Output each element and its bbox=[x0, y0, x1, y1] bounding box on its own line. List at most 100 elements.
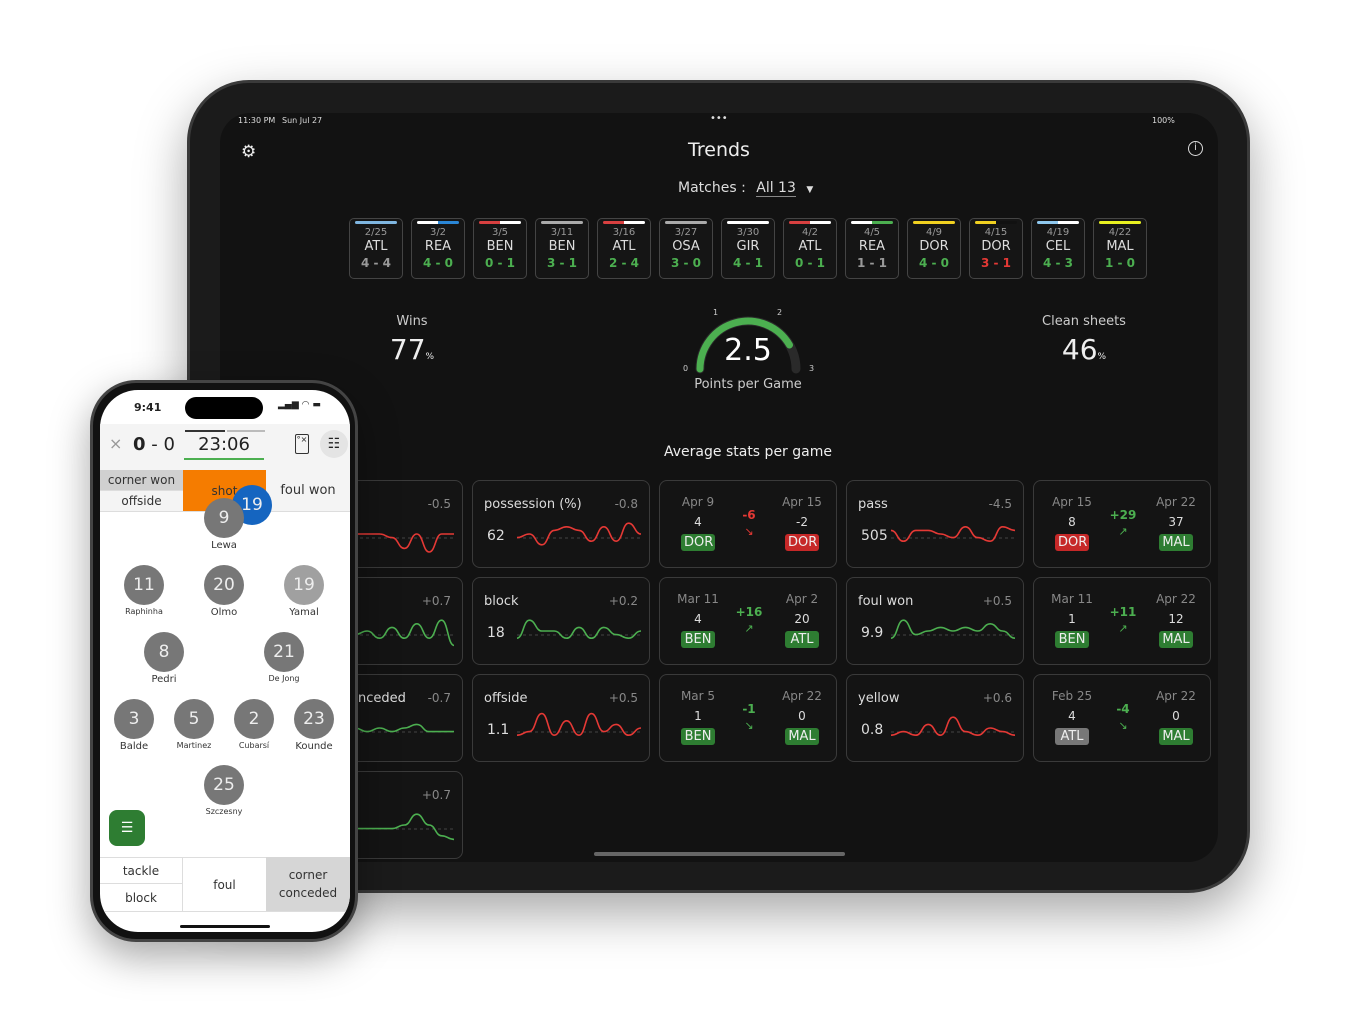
delta-value: +11 bbox=[1109, 605, 1137, 619]
comparison-card[interactable]: Apr 9 4 DOR -6 ↘ Apr 15 -2 DOR bbox=[659, 480, 837, 568]
stat-value: 505 bbox=[861, 528, 888, 544]
substitutions-button[interactable]: ☰ bbox=[109, 810, 145, 846]
match-card[interactable]: 3/16 ATL 2 - 4 bbox=[597, 218, 651, 279]
sparkline bbox=[517, 712, 641, 737]
match-card[interactable]: 3/11 BEN 3 - 1 bbox=[535, 218, 589, 279]
team-color-bar bbox=[417, 221, 459, 224]
score-home: 0 bbox=[133, 434, 146, 455]
match-score: 0 - 1 bbox=[484, 256, 516, 270]
sparkline-path bbox=[891, 619, 1015, 639]
stat-diff: +0.7 bbox=[421, 594, 451, 608]
match-card[interactable]: 2/25 ATL 4 - 4 bbox=[349, 218, 403, 279]
player-name: Pedri bbox=[151, 674, 177, 685]
match-opponent: OSA bbox=[672, 239, 700, 254]
team-color-bar bbox=[851, 221, 893, 224]
player-raphinha[interactable]: 11 bbox=[124, 565, 164, 605]
matches-value[interactable]: All 13 bbox=[756, 180, 796, 197]
team-color-bar bbox=[975, 221, 1017, 224]
comparison-card[interactable]: Mar 11 1 BEN +11 ↗ Apr 22 12 MAL bbox=[1033, 577, 1211, 665]
action-block[interactable]: block bbox=[100, 884, 183, 912]
tactics-board-icon[interactable]: °× bbox=[295, 434, 309, 454]
player-kounde[interactable]: 23 bbox=[294, 699, 334, 739]
match-opponent: DOR bbox=[981, 239, 1011, 254]
action-corner-conceded[interactable]: corner conceded bbox=[266, 857, 350, 912]
match-card[interactable]: 3/5 BEN 0 - 1 bbox=[473, 218, 527, 279]
from-team-tag: BEN bbox=[681, 728, 715, 745]
settings-gear-icon[interactable]: ⚙ bbox=[241, 142, 257, 162]
ppg-label: Points per Game bbox=[694, 377, 802, 392]
stat-card[interactable]: pass -4.5 505 bbox=[846, 480, 1024, 568]
player-martinez[interactable]: 5 bbox=[174, 699, 214, 739]
match-date: 3/5 bbox=[491, 227, 509, 238]
from-date: Feb 25 bbox=[1051, 689, 1093, 703]
list-icon[interactable]: ☷ bbox=[320, 430, 348, 458]
match-score: 4 - 3 bbox=[1042, 256, 1074, 270]
wins-unit: % bbox=[425, 352, 435, 362]
match-opponent: REA bbox=[858, 239, 886, 254]
player-cubars[interactable]: 2 bbox=[234, 699, 274, 739]
action-foul-won[interactable]: foul won bbox=[266, 470, 350, 512]
stat-card[interactable]: offside +0.5 1.1 bbox=[472, 674, 650, 762]
match-card[interactable]: 4/2 ATL 0 - 1 bbox=[783, 218, 837, 279]
player-lewa[interactable]: 9 bbox=[204, 498, 244, 538]
player-olmo[interactable]: 20 bbox=[204, 565, 244, 605]
match-date: 4/5 bbox=[863, 227, 881, 238]
stat-card[interactable]: foul won +0.5 9.9 bbox=[846, 577, 1024, 665]
player-yamal[interactable]: 19 bbox=[284, 565, 324, 605]
stat-card[interactable]: block +0.2 18 bbox=[472, 577, 650, 665]
player-balde[interactable]: 3 bbox=[114, 699, 154, 739]
to-value: -2 bbox=[796, 515, 808, 529]
action-foul[interactable]: foul bbox=[183, 857, 266, 912]
comparison-card[interactable]: Mar 11 4 BEN +16 ↗ Apr 2 20 ATL bbox=[659, 577, 837, 665]
player-pedri[interactable]: 8 bbox=[144, 632, 184, 672]
from-value: 4 bbox=[694, 612, 702, 626]
from-date: Mar 11 bbox=[677, 592, 719, 606]
stat-diff: -0.8 bbox=[614, 497, 638, 511]
sparkline-path bbox=[517, 619, 641, 640]
stat-card[interactable]: yellow +0.6 0.8 bbox=[846, 674, 1024, 762]
phone-status-time: 9:41 bbox=[134, 401, 162, 414]
wins-stat: Wins 77% bbox=[362, 314, 462, 366]
status-time: 11:30 PM bbox=[238, 116, 276, 125]
match-date: 2/25 bbox=[364, 227, 388, 238]
match-card[interactable]: 3/30 GIR 4 - 1 bbox=[721, 218, 775, 279]
match-card[interactable]: 4/15 DOR 3 - 1 bbox=[969, 218, 1023, 279]
comparison-card[interactable]: Feb 25 4 ATL -4 ↘ Apr 22 0 MAL bbox=[1033, 674, 1211, 762]
matches-filter[interactable]: Matches : All 13 ▼ bbox=[678, 180, 813, 197]
match-card[interactable]: 3/2 REA 4 - 0 bbox=[411, 218, 465, 279]
stat-card[interactable]: possession (%) -0.8 62 bbox=[472, 480, 650, 568]
match-clock[interactable]: 23:06 bbox=[184, 434, 264, 460]
info-icon[interactable]: i bbox=[1188, 141, 1203, 156]
comparison-card[interactable]: Mar 5 1 BEN -1 ↘ Apr 22 0 MAL bbox=[659, 674, 837, 762]
close-icon[interactable]: × bbox=[109, 434, 123, 453]
gauge-tick: 2 bbox=[777, 308, 782, 317]
action-corner-won[interactable]: corner won bbox=[100, 470, 183, 491]
comparison-card[interactable]: Apr 15 8 DOR +29 ↗ Apr 22 37 MAL bbox=[1033, 480, 1211, 568]
score-away: 0 bbox=[163, 434, 175, 455]
stat-diff: +0.7 bbox=[421, 788, 451, 802]
multitask-dots-icon[interactable]: ••• bbox=[710, 113, 728, 124]
match-card[interactable]: 4/5 REA 1 - 1 bbox=[845, 218, 899, 279]
player-szczesny[interactable]: 25 bbox=[204, 765, 244, 805]
player-name: De Jong bbox=[268, 674, 300, 683]
match-card[interactable]: 4/22 MAL 1 - 0 bbox=[1093, 218, 1147, 279]
match-card[interactable]: 4/19 CEL 4 - 3 bbox=[1031, 218, 1085, 279]
match-opponent: BEN bbox=[486, 239, 514, 254]
from-value: 4 bbox=[694, 515, 702, 529]
to-date: Apr 22 bbox=[1156, 592, 1196, 606]
points-gauge: 0 1 2 3 bbox=[683, 308, 814, 374]
match-card[interactable]: 4/9 DOR 4 - 0 bbox=[907, 218, 961, 279]
action-offside[interactable]: offside bbox=[100, 491, 183, 512]
gauge-tick: 3 bbox=[809, 364, 814, 373]
match-opponent: DOR bbox=[919, 239, 949, 254]
match-score: 4 - 4 bbox=[360, 256, 392, 270]
sparkline-path bbox=[517, 712, 641, 737]
player-name: Yamal bbox=[289, 607, 319, 618]
to-team-tag: DOR bbox=[785, 534, 819, 551]
player-dejong[interactable]: 21 bbox=[264, 632, 304, 672]
match-score: 3 - 1 bbox=[546, 256, 578, 270]
action-tackle[interactable]: tackle bbox=[100, 857, 183, 884]
gauge-fill bbox=[696, 317, 793, 373]
horizontal-scrollbar[interactable] bbox=[594, 852, 845, 856]
match-card[interactable]: 3/27 OSA 3 - 0 bbox=[659, 218, 713, 279]
